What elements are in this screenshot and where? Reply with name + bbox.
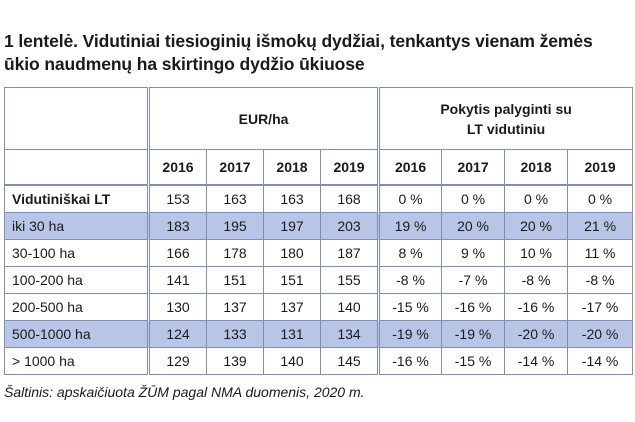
change-value-cell: -16 %: [504, 293, 569, 321]
eur-value-cell: 151: [206, 266, 264, 294]
change-value-cell: 20 %: [441, 212, 506, 240]
change-value-cell: -7 %: [441, 266, 506, 294]
change-value-cell: -8 %: [567, 266, 634, 294]
eur-value-cell: 151: [263, 266, 321, 294]
eur-value-cell: 131: [263, 320, 321, 348]
eur-value-cell: 180: [263, 239, 321, 267]
row-label: 500-1000 ha: [4, 320, 150, 348]
row-label: 30-100 ha: [4, 239, 150, 267]
eur-value-cell: 137: [263, 293, 321, 321]
change-value-cell: 0 %: [441, 184, 506, 213]
table-row: 30-100 ha 166 178 180 187 8 % 9 % 10 % 1…: [4, 239, 634, 267]
eur-year-header: 2018: [263, 149, 321, 186]
table-row: 500-1000 ha 124 133 131 134 -19 % -19 % …: [4, 320, 634, 348]
table-row: > 1000 ha 129 139 140 145 -16 % -15 % -1…: [4, 347, 634, 375]
eur-value-cell: 133: [206, 320, 264, 348]
table-row: 200-500 ha 130 137 137 140 -15 % -16 % -…: [4, 293, 634, 321]
eur-value-cell: 130: [148, 293, 207, 321]
change-value-cell: 0 %: [567, 184, 634, 213]
eur-value-cell: 140: [263, 347, 321, 375]
change-value-cell: 0 %: [378, 184, 443, 213]
change-value-cell: -20 %: [567, 320, 634, 348]
corner-cell: [4, 87, 150, 150]
change-value-cell: 0 %: [504, 184, 569, 213]
change-group-header: Pokytis palyginti su LT vidutiniu: [378, 87, 634, 150]
change-header-line1: Pokytis palyginti su: [440, 100, 572, 117]
change-year-header: 2018: [504, 149, 569, 186]
row-label: 200-500 ha: [4, 293, 150, 321]
change-value-cell: -16 %: [441, 293, 506, 321]
change-header-line2: LT vidutiniu: [466, 120, 546, 137]
eur-value-cell: 141: [148, 266, 207, 294]
change-value-cell: -15 %: [378, 293, 443, 321]
row-label: iki 30 ha: [4, 212, 150, 240]
eur-value-cell: 187: [320, 239, 381, 267]
change-value-cell: 20 %: [504, 212, 569, 240]
table-row: 100-200 ha 141 151 151 155 -8 % -7 % -8 …: [4, 266, 634, 294]
change-year-header: 2019: [567, 149, 634, 186]
eur-group-header: EUR/ha: [148, 87, 381, 150]
table-title: 1 lentelė. Vidutiniai tiesioginių išmokų…: [4, 31, 593, 74]
change-value-cell: -19 %: [441, 320, 506, 348]
year-corner-cell: [4, 149, 150, 186]
eur-value-cell: 168: [320, 184, 381, 213]
eur-value-cell: 124: [148, 320, 207, 348]
eur-value-cell: 137: [206, 293, 264, 321]
change-year-header: 2016: [378, 149, 443, 186]
eur-value-cell: 140: [320, 293, 381, 321]
eur-year-header: 2017: [206, 149, 264, 186]
eur-value-cell: 145: [320, 347, 381, 375]
eur-value-cell: 134: [320, 320, 381, 348]
eur-value-cell: 163: [263, 184, 321, 213]
change-value-cell: -14 %: [504, 347, 569, 375]
change-value-cell: -16 %: [378, 347, 443, 375]
change-value-cell: -8 %: [378, 266, 443, 294]
eur-value-cell: 203: [320, 212, 381, 240]
eur-year-header: 2016: [148, 149, 207, 186]
change-value-cell: -19 %: [378, 320, 443, 348]
year-header-row: 2016 2017 2018 2019 2016 2017 2018 2019: [4, 149, 634, 186]
eur-value-cell: 163: [206, 184, 264, 213]
change-value-cell: -15 %: [441, 347, 506, 375]
eur-value-cell: 155: [320, 266, 381, 294]
change-value-cell: -17 %: [567, 293, 634, 321]
change-value-cell: 11 %: [567, 239, 634, 267]
eur-value-cell: 178: [206, 239, 264, 267]
change-value-cell: -20 %: [504, 320, 569, 348]
payments-table: EUR/ha Pokytis palyginti su LT vidutiniu…: [4, 87, 634, 375]
change-value-cell: 8 %: [378, 239, 443, 267]
change-value-cell: 21 %: [567, 212, 634, 240]
eur-year-header: 2019: [320, 149, 381, 186]
eur-value-cell: 183: [148, 212, 207, 240]
table-row: iki 30 ha 183 195 197 203 19 % 20 % 20 %…: [4, 212, 634, 240]
change-value-cell: 9 %: [441, 239, 506, 267]
row-label: > 1000 ha: [4, 347, 150, 375]
eur-value-cell: 153: [148, 184, 207, 213]
eur-value-cell: 197: [263, 212, 321, 240]
source-note: Šaltinis: apskaičiuota ŽŪM pagal NMA duo…: [4, 384, 365, 400]
eur-value-cell: 166: [148, 239, 207, 267]
eur-value-cell: 195: [206, 212, 264, 240]
change-value-cell: -8 %: [504, 266, 569, 294]
row-label: 100-200 ha: [4, 266, 150, 294]
group-header-row: EUR/ha Pokytis palyginti su LT vidutiniu: [4, 87, 634, 150]
table-row: Vidutiniškai LT 153 163 163 168 0 % 0 % …: [4, 184, 634, 213]
change-value-cell: 10 %: [504, 239, 569, 267]
eur-value-cell: 139: [206, 347, 264, 375]
row-label: Vidutiniškai LT: [4, 184, 150, 213]
eur-value-cell: 129: [148, 347, 207, 375]
change-year-header: 2017: [441, 149, 506, 186]
change-value-cell: -14 %: [567, 347, 634, 375]
change-value-cell: 19 %: [378, 212, 443, 240]
